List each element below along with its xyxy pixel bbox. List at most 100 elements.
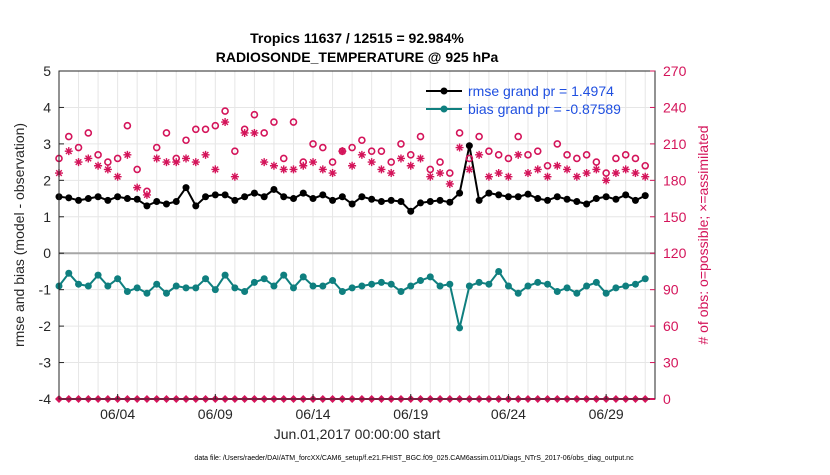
data-point bbox=[250, 278, 258, 286]
data-point bbox=[465, 142, 473, 150]
data-point-possible bbox=[211, 121, 220, 130]
series-0 bbox=[55, 142, 649, 215]
data-point-possible bbox=[475, 132, 483, 141]
data-point bbox=[162, 289, 170, 297]
data-point bbox=[612, 284, 620, 292]
data-point-possible bbox=[582, 151, 591, 159]
data-point-possible bbox=[133, 165, 141, 174]
y-tick-label-right: 210 bbox=[663, 136, 687, 152]
data-point-possible bbox=[504, 154, 513, 163]
data-point-possible bbox=[94, 151, 102, 159]
y-tick-label-right: 240 bbox=[663, 99, 687, 115]
data-point bbox=[192, 284, 200, 292]
data-point bbox=[504, 193, 512, 201]
data-point-possible bbox=[74, 143, 83, 152]
y-tick-label-right: 150 bbox=[663, 209, 687, 225]
data-point bbox=[377, 278, 385, 286]
y-axis-left: 5 4 3 2 1 0 -1 -2 -3 -4 bbox=[39, 63, 64, 407]
data-point-assimilated bbox=[133, 183, 142, 192]
data-point-possible bbox=[221, 107, 229, 115]
y-tick-label-right: 270 bbox=[663, 63, 687, 79]
data-point-possible bbox=[524, 151, 532, 159]
data-point-possible bbox=[328, 158, 337, 166]
data-point bbox=[94, 193, 102, 201]
data-point-assimilated bbox=[494, 169, 503, 178]
data-point-assimilated bbox=[504, 172, 513, 181]
data-point bbox=[338, 287, 346, 295]
data-point-assimilated bbox=[318, 165, 327, 174]
data-point-possible bbox=[191, 125, 200, 134]
data-point bbox=[280, 193, 288, 201]
data-point bbox=[407, 282, 415, 290]
data-point-assimilated bbox=[514, 150, 523, 159]
x-tick-label: 06/24 bbox=[491, 406, 526, 422]
data-point bbox=[84, 195, 92, 203]
data-point-possible bbox=[377, 147, 386, 155]
data-point-possible bbox=[485, 147, 493, 155]
data-point bbox=[358, 193, 366, 201]
data-point bbox=[153, 280, 161, 288]
y-tick-label-right: 90 bbox=[663, 282, 679, 298]
data-point-possible bbox=[533, 147, 542, 155]
data-point-assimilated bbox=[592, 165, 601, 174]
data-point bbox=[348, 284, 356, 292]
data-point bbox=[270, 185, 278, 193]
data-point-possible bbox=[64, 132, 73, 141]
y-axis-right-label: # of obs: o=possible; ×=assimilated bbox=[695, 125, 711, 344]
data-point bbox=[162, 200, 170, 208]
data-point-possible bbox=[358, 136, 366, 145]
data-point-assimilated bbox=[348, 161, 357, 170]
data-point-possible bbox=[641, 161, 650, 170]
data-point-assimilated bbox=[621, 165, 630, 174]
data-point-possible bbox=[104, 158, 112, 166]
data-point-possible bbox=[455, 129, 464, 137]
data-point bbox=[319, 191, 327, 199]
y-axis-left-label: rmse and bias (model - observation) bbox=[11, 123, 27, 347]
data-point bbox=[426, 197, 434, 205]
y-tick-label-right: 60 bbox=[663, 318, 679, 334]
data-point bbox=[231, 284, 239, 292]
y-tick-label-left: 3 bbox=[43, 136, 51, 152]
y-tick-label-left: -3 bbox=[39, 355, 52, 371]
data-point-assimilated bbox=[416, 154, 425, 163]
data-point bbox=[94, 271, 102, 279]
y-tick-label-left: 1 bbox=[43, 209, 51, 225]
data-point bbox=[133, 284, 141, 292]
data-point-possible bbox=[465, 154, 474, 163]
y-tick-label-left: -1 bbox=[39, 282, 52, 298]
data-point bbox=[211, 286, 219, 294]
y-tick-label-left: 2 bbox=[43, 172, 51, 188]
data-point-assimilated bbox=[387, 169, 396, 178]
data-point bbox=[143, 289, 151, 297]
data-point-assimilated bbox=[396, 154, 405, 163]
data-point bbox=[465, 282, 473, 290]
data-point bbox=[211, 191, 219, 199]
data-point-possible bbox=[201, 125, 210, 134]
data-point bbox=[524, 282, 532, 290]
data-point-assimilated bbox=[250, 128, 259, 137]
data-point-assimilated bbox=[543, 172, 552, 181]
data-point bbox=[75, 280, 83, 288]
data-point bbox=[114, 275, 122, 283]
data-point-assimilated bbox=[84, 154, 93, 163]
data-point-assimilated bbox=[641, 172, 650, 181]
y-tick-label-left: 4 bbox=[43, 99, 51, 115]
data-point-assimilated bbox=[172, 158, 181, 167]
data-point bbox=[446, 198, 454, 206]
data-point bbox=[475, 196, 483, 204]
data-point bbox=[133, 195, 141, 203]
data-point bbox=[514, 193, 522, 201]
data-point-assimilated bbox=[631, 169, 640, 178]
data-point bbox=[65, 194, 73, 202]
y-tick-label-left: -4 bbox=[39, 391, 52, 407]
data-point bbox=[241, 287, 249, 295]
data-point bbox=[602, 289, 610, 297]
data-point-possible bbox=[514, 132, 523, 141]
data-point-assimilated bbox=[357, 150, 366, 159]
x-axis-label: Jun.01,2017 00:00:00 start bbox=[274, 426, 441, 442]
data-point bbox=[260, 275, 268, 283]
x-tick-label: 06/29 bbox=[589, 406, 624, 422]
data-point-possible bbox=[260, 129, 268, 137]
data-point-possible bbox=[84, 129, 93, 137]
